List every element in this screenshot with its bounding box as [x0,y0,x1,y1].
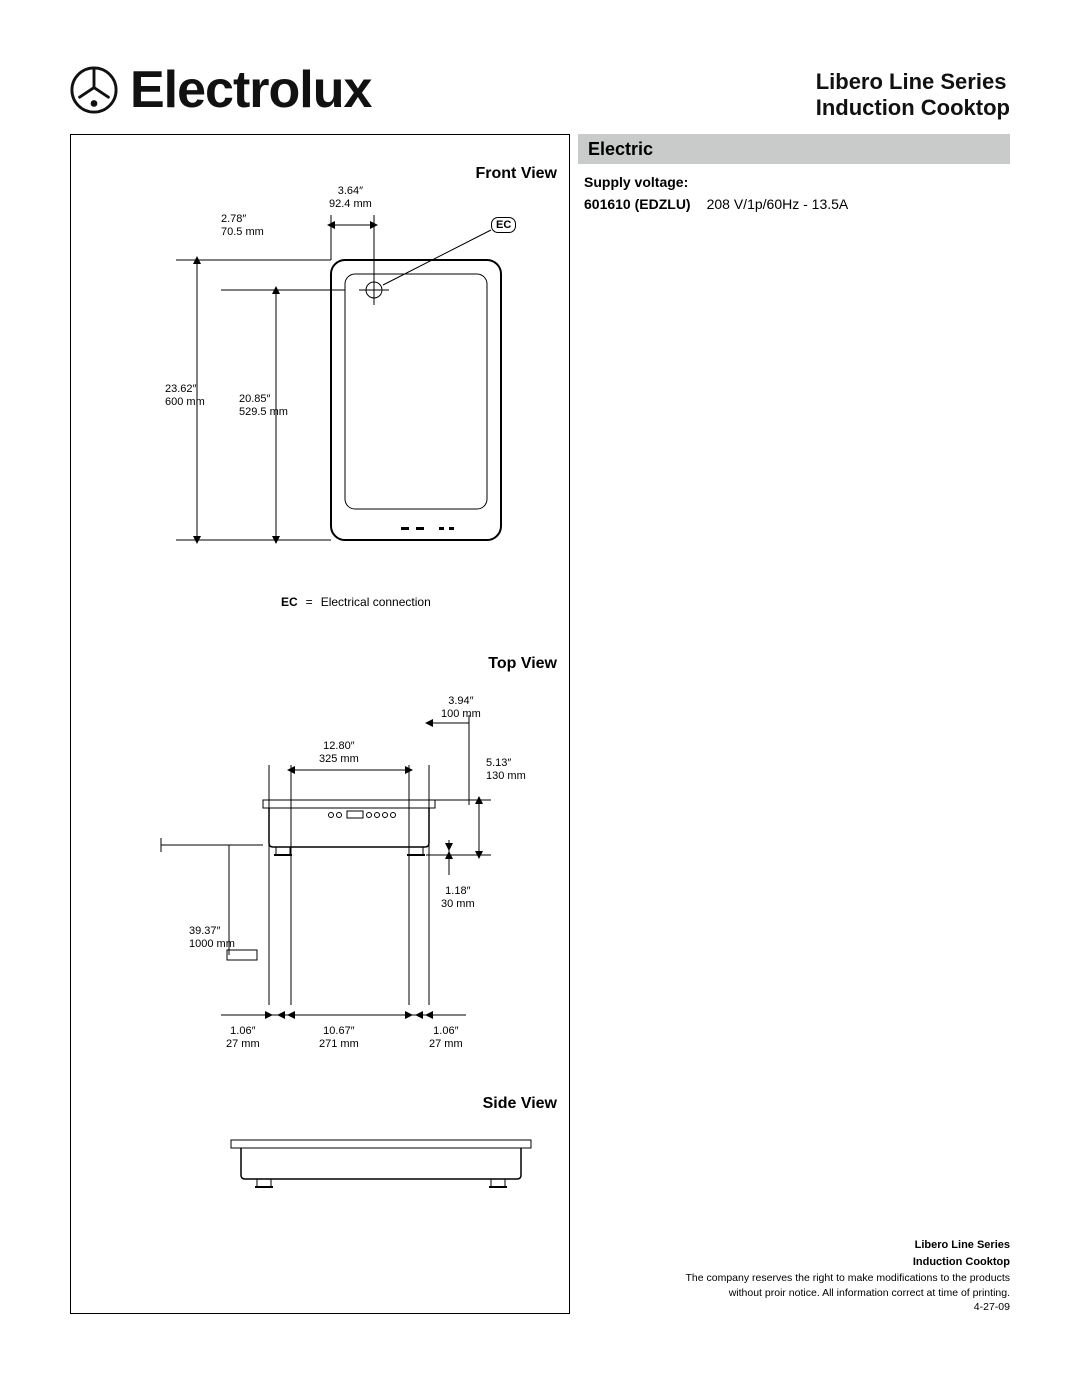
supply-voltage-label: Supply voltage: [584,174,1010,190]
spec-row: 601610 (EDZLU) 208 V/1p/60Hz - 13.5A [584,196,1010,212]
footer-disclaimer1: The company reserves the right to make m… [590,1271,1010,1285]
voltage-value: 208 V/1p/60Hz - 13.5A [707,196,849,212]
side-view-title: Side View [483,1095,557,1113]
page: Electrolux Libero Line Series Induction … [70,60,1010,1314]
footer-date: 4-27-09 [590,1300,1010,1314]
right-column: Electric Supply voltage: 601610 (EDZLU) … [578,134,1010,1314]
dim-top-5: 1.06″ 27 mm [226,1025,260,1051]
dim-top-7: 1.06″ 27 mm [429,1025,463,1051]
legend-desc: Electrical connection [321,595,431,609]
brand-logo-icon [70,66,118,114]
dim-front-1: 3.64″ 92.4 mm [329,185,372,211]
dim-top-3: 1.18″ 30 mm [441,885,475,911]
footer-disclaimer2: without proir notice. All information co… [590,1286,1010,1300]
ec-legend: EC = Electrical connection [281,595,431,609]
diagram-panel: Front View [70,134,570,1314]
side-view-svg [71,1135,571,1235]
legend-key: EC [281,595,298,609]
spec-block: Supply voltage: 601610 (EDZLU) 208 V/1p/… [578,174,1010,212]
dim-front-2: 23.62″ 600 mm [165,383,205,409]
dim-top-4: 39.37″ 1000 mm [189,925,235,951]
series-line1: Libero Line Series [816,69,1010,94]
dim-front-0: 2.78″ 70.5 mm [221,213,264,239]
dim-top-2: 5.13″ 130 mm [486,757,526,783]
dim-front-3: 20.85″ 529.5 mm [239,393,288,419]
top-view-title: Top View [488,655,557,673]
content: Front View [70,134,1010,1314]
front-view-svg [71,135,571,575]
brand-name: Electrolux [130,60,371,120]
brand-block: Electrolux [70,60,371,120]
footer-series1: Libero Line Series [590,1238,1010,1253]
footer: Libero Line Series Induction Cooktop The… [590,1238,1010,1314]
legend-eq: = [306,595,313,609]
model-number: 601610 (EDZLU) [584,196,691,212]
series-line2: Induction Cooktop [816,95,1010,120]
dim-top-1: 12.80″ 325 mm [319,740,359,766]
dim-top-6: 10.67″ 271 mm [319,1025,359,1051]
dim-top-0: 3.94″ 100 mm [441,695,481,721]
electric-header: Electric [578,134,1010,164]
ec-marker: EC [491,217,516,233]
header: Electrolux Libero Line Series Induction … [70,60,1010,120]
series-title: Libero Line Series Induction Cooktop [816,69,1010,120]
footer-series2: Induction Cooktop [590,1255,1010,1270]
